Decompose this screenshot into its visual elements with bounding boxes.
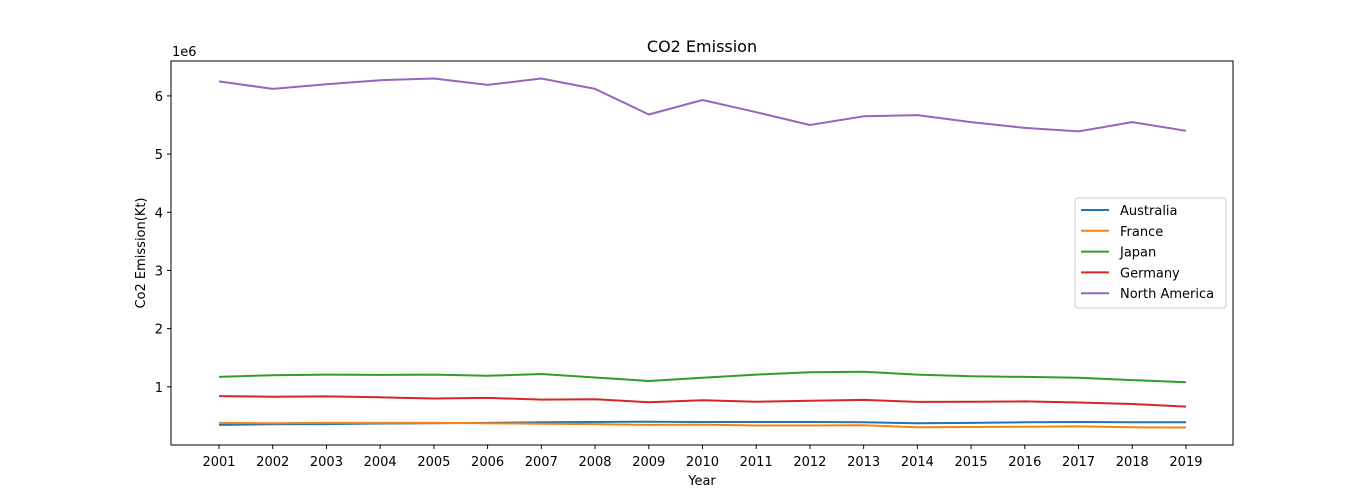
x-tick-label: 2010 [686, 455, 719, 470]
x-tick-label: 2004 [364, 455, 397, 470]
legend-label: Australia [1120, 204, 1178, 219]
series-line-germany [218, 395, 1187, 408]
x-tick-label: 2003 [310, 455, 343, 470]
y-tick-label: 4 [155, 206, 163, 221]
x-tick-label: 2015 [955, 455, 988, 470]
x-axis-label: Year [687, 474, 716, 489]
x-tick-label: 2007 [525, 455, 558, 470]
x-tick-label: 2008 [578, 455, 611, 470]
x-tick-label: 2002 [256, 455, 289, 470]
x-tick-label: 2014 [901, 455, 934, 470]
x-tick-label: 2011 [740, 455, 773, 470]
chart-title: CO2 Emission [647, 37, 757, 56]
series-line-france [218, 421, 1187, 429]
y-tick-label: 5 [155, 148, 163, 163]
x-tick-label: 2012 [793, 455, 826, 470]
x-tick-label: 2009 [632, 455, 665, 470]
legend: Australia France Japan Germany North America [1074, 197, 1227, 309]
legend-label: North America [1120, 287, 1214, 302]
legend-box [1074, 197, 1227, 309]
x-tick-label: 2018 [1116, 455, 1149, 470]
y-tick-label: 2 [155, 323, 163, 338]
x-tick-label: 2019 [1169, 455, 1202, 470]
y-tick-label: 6 [155, 90, 163, 105]
x-tick-label: 2001 [202, 455, 235, 470]
series-line-japan [218, 370, 1187, 384]
y-axis-label: Co2 Emission(Kt) [134, 197, 149, 308]
y-tick-label: 3 [155, 264, 163, 279]
y-axis-scale-label: 1e6 [172, 45, 197, 60]
plot-frame [170, 60, 1234, 446]
legend-label: Japan [1119, 246, 1156, 261]
series-line-north-america [218, 77, 1187, 133]
x-tick-label: 2016 [1008, 455, 1041, 470]
legend-label: Germany [1120, 266, 1180, 281]
x-tick-label: 2017 [1062, 455, 1095, 470]
y-tick-label: 1 [155, 381, 163, 396]
x-tick-label: 2006 [471, 455, 504, 470]
x-tick-label: 2013 [847, 455, 880, 470]
legend-label: France [1120, 225, 1163, 240]
x-tick-label: 2005 [417, 455, 450, 470]
